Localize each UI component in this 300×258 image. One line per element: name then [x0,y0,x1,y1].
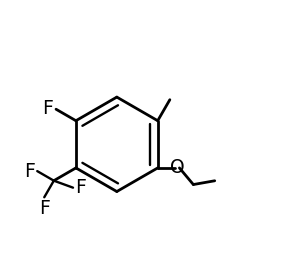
Text: F: F [24,162,35,181]
Text: F: F [42,99,53,118]
Text: F: F [39,199,50,218]
Text: O: O [169,158,184,178]
Text: F: F [75,178,86,197]
